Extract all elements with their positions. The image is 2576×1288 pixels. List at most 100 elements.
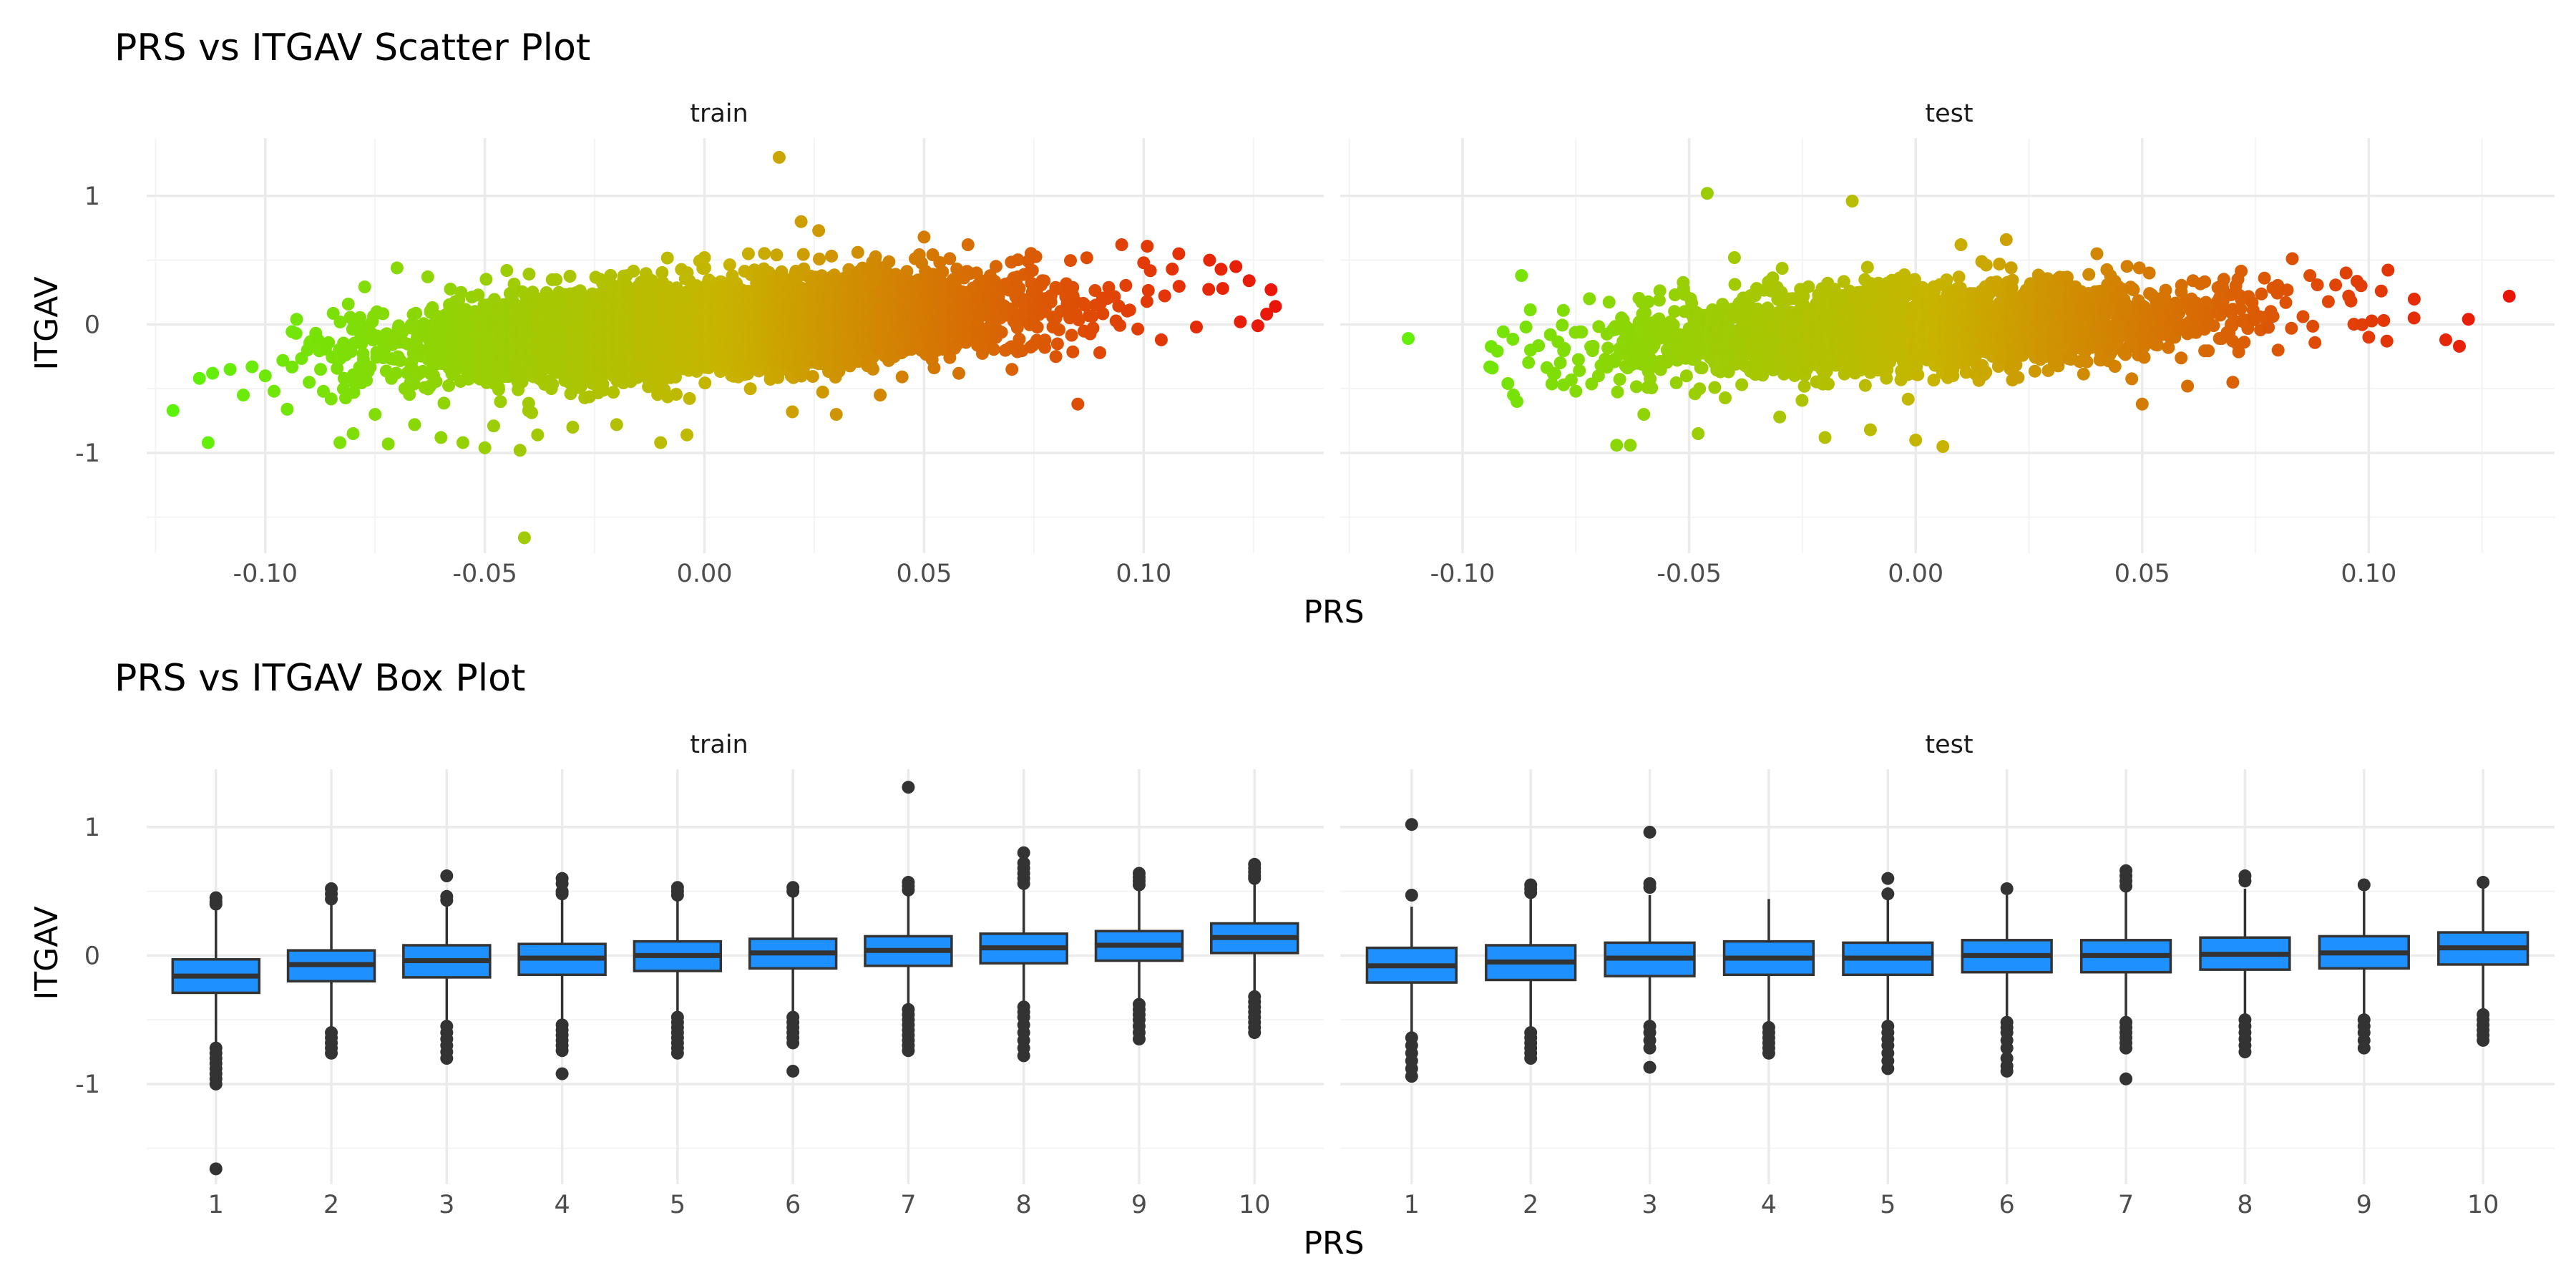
x-tick-label: 0.00 xyxy=(677,560,733,588)
data-point xyxy=(492,383,505,396)
data-point xyxy=(237,389,250,402)
data-point xyxy=(311,333,325,346)
data-point xyxy=(867,362,879,376)
data-point xyxy=(403,388,416,401)
data-point xyxy=(670,388,683,401)
data-point xyxy=(166,404,180,417)
data-point xyxy=(597,384,610,397)
data-point xyxy=(522,268,536,281)
data-point xyxy=(517,531,531,545)
data-point xyxy=(882,255,896,268)
data-point xyxy=(434,431,448,444)
data-point xyxy=(770,248,784,262)
data-point xyxy=(786,405,799,419)
data-point xyxy=(289,326,303,340)
data-point xyxy=(286,360,299,374)
data-point xyxy=(566,421,580,434)
data-point xyxy=(816,385,829,399)
scatter-panel-train: -0.10 -0.05 0.00 0.05 0.10-101 xyxy=(75,138,1324,588)
data-point xyxy=(437,396,451,410)
data-point xyxy=(829,408,843,421)
data-point xyxy=(654,436,668,449)
data-point xyxy=(454,286,468,299)
data-point xyxy=(358,280,371,293)
data-point xyxy=(381,437,395,451)
data-point xyxy=(660,251,674,265)
data-point xyxy=(531,428,545,441)
data-point xyxy=(604,268,618,282)
data-point xyxy=(258,369,272,383)
data-point xyxy=(812,224,826,238)
scatter-strip-train: train xyxy=(690,99,748,128)
data-point xyxy=(376,307,390,321)
data-point xyxy=(408,418,421,431)
data-point xyxy=(494,395,507,409)
data-point xyxy=(472,288,485,302)
data-point xyxy=(758,247,771,260)
data-point xyxy=(394,354,407,367)
x-tick-label: -0.10 xyxy=(233,560,298,588)
data-point xyxy=(525,406,538,419)
y-tick-label: 0 xyxy=(84,311,100,339)
data-point xyxy=(429,375,443,389)
data-point xyxy=(813,253,826,265)
data-point xyxy=(869,250,882,263)
data-point xyxy=(607,386,620,399)
data-point xyxy=(680,428,693,441)
data-point xyxy=(507,278,521,291)
data-point xyxy=(324,392,338,406)
data-point xyxy=(201,436,215,449)
y-tick-label: 1 xyxy=(84,182,100,211)
data-point xyxy=(832,364,846,378)
data-point xyxy=(369,408,382,421)
data-point xyxy=(741,247,755,260)
data-point xyxy=(333,436,347,449)
data-point xyxy=(610,418,623,431)
x-tick-label: -0.05 xyxy=(452,560,517,588)
data-point xyxy=(917,230,931,244)
data-point xyxy=(268,384,280,398)
data-point xyxy=(478,441,492,454)
data-point xyxy=(442,379,456,392)
data-point xyxy=(390,261,404,275)
data-point xyxy=(546,378,560,391)
data-point xyxy=(192,371,206,385)
data-point xyxy=(314,363,327,376)
data-point xyxy=(341,297,355,311)
data-point xyxy=(723,258,736,272)
data-point xyxy=(322,336,336,349)
data-point xyxy=(655,265,669,279)
data-point xyxy=(851,245,864,259)
data-point xyxy=(346,427,360,440)
data-point xyxy=(280,402,294,416)
data-point xyxy=(303,376,316,389)
data-point xyxy=(333,316,347,328)
data-point xyxy=(874,389,887,402)
y-tick-label: -1 xyxy=(75,439,100,468)
data-point xyxy=(698,251,711,264)
data-point xyxy=(936,265,950,278)
data-point xyxy=(245,360,259,374)
data-point xyxy=(943,252,957,265)
data-point xyxy=(772,150,786,164)
data-point xyxy=(347,386,361,399)
data-point xyxy=(487,419,500,433)
data-point xyxy=(223,363,237,376)
data-point xyxy=(669,371,682,384)
data-point xyxy=(364,361,377,374)
data-point xyxy=(550,273,563,286)
data-point xyxy=(389,366,403,380)
data-point xyxy=(444,283,457,296)
data-point xyxy=(513,444,527,457)
x-tick-label: 0.10 xyxy=(1116,560,1171,588)
data-point xyxy=(206,366,220,380)
data-point xyxy=(698,376,712,390)
data-point xyxy=(825,249,839,263)
data-point xyxy=(794,215,808,228)
scatter-strip-test: test xyxy=(1925,99,1973,128)
data-point xyxy=(698,261,711,275)
data-point xyxy=(806,370,819,384)
scatter-title: PRS vs ITGAV Scatter Plot xyxy=(114,26,590,69)
